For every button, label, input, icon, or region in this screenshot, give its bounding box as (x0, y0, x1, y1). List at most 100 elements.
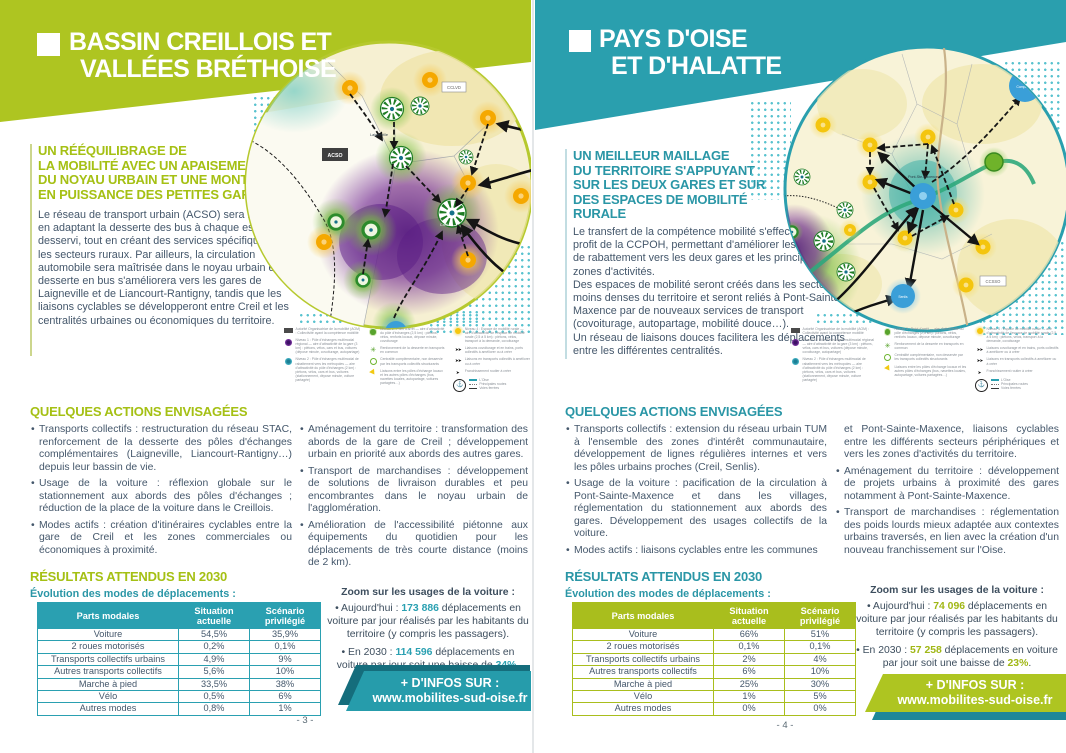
legend-text: Renforcement de la desserte en transport… (894, 342, 964, 351)
modal-share-table: Parts modales Situation actuelle Scénari… (37, 602, 321, 716)
level1-node-icon (284, 338, 293, 354)
page-number: - 4 - (776, 720, 794, 731)
table-cell: 51% (785, 629, 855, 641)
table-cell: Transports collectifs urbains (38, 653, 178, 666)
table-cell: 6% (250, 690, 320, 703)
table-cell: 54,5% (179, 629, 249, 641)
table-cell: Autres transports collectifs (38, 666, 178, 678)
table-cell: 30% (785, 678, 855, 690)
legend-text: Liaisons entre les pôles d'échange locau… (380, 368, 443, 385)
intro-paragraph: Le réseau de transport urbain (ACSO) ser… (38, 209, 303, 327)
action-item: Aménagement du territoire : développemen… (835, 466, 1059, 504)
legend-text: Centralité complémentaire, non desservie… (380, 357, 443, 366)
carpool-link-icon (453, 346, 462, 354)
table-cell: 2 roues motorisés (38, 641, 178, 653)
key-routes: Principales routes (1001, 382, 1028, 387)
key-oise: L'Oise (1001, 378, 1011, 383)
table-cell: 35,9% (250, 629, 320, 641)
page-title: BASSIN CREILLOIS ET VALLÉES BRÉTHOISE (69, 28, 337, 83)
actions-column-2: Aménagement du territoire : transformati… (299, 424, 528, 574)
secondary-centre-icon (369, 357, 378, 366)
table-cell: 6% (714, 666, 784, 678)
legend-text: Niveau 4 : Espace de mobilité rurale — a… (986, 327, 1057, 344)
carpool-link-icon (975, 346, 984, 354)
infos-label: + D'INFOS SUR : (925, 678, 1025, 692)
page-title: PAYS D'OISE ET D'HALATTE (599, 26, 782, 80)
table-cell: 0,1% (250, 641, 320, 653)
legend-text: Centralité complémentaire, non desservie… (894, 353, 963, 362)
table-cell: Marche à pied (38, 678, 178, 690)
column-header: Scénario privilégié (250, 603, 320, 628)
car-usage-zoom-box: Zoom sur les usages de la voiture : • Au… (326, 586, 530, 677)
zoom-box-title: Zoom sur les usages de la voiture : (870, 585, 1044, 596)
map-pays-oise-halatte: CCSSO Pont-Ste-Maxence Compiègne Senlis … (783, 45, 1066, 333)
table-cell: 25% (714, 678, 784, 690)
compass-icon (453, 378, 467, 393)
results-heading: RÉSULTATS ATTENDUS EN 2030 (30, 569, 228, 584)
map-bassin-creillois: ACSO CCLVD Laigneville Creil (244, 40, 531, 330)
action-item: Usage de la voiture : réflexion globale … (30, 478, 292, 516)
car-usage-zoom-box: Zoom sur les usages de la voiture : • Au… (853, 584, 1061, 675)
table-cell: Autres modes (38, 703, 178, 715)
table-cell: 66% (714, 629, 784, 641)
action-item: Transport de marchandises : réglementati… (835, 507, 1059, 557)
table-cell: 1% (714, 690, 784, 703)
transit-boost-icon (883, 342, 892, 350)
map-label-town: Laigneville (370, 133, 388, 137)
actions-column-1: Transports collectifs : extension du rés… (565, 424, 827, 561)
level4-node-icon (453, 327, 462, 343)
map-label-acso: ACSO (328, 153, 343, 159)
map-legend: Autorité Organisatrice de la mobilité (A… (791, 327, 1059, 393)
map-label-town: Creil (440, 223, 448, 227)
legend-text: Renforcement de la desserte en transport… (380, 346, 445, 355)
table-cell: Transports collectifs urbains (573, 653, 713, 666)
aom-box-icon (284, 327, 293, 335)
page-title-line1: PAYS D'OISE (599, 25, 748, 53)
level2-node-icon (284, 357, 293, 381)
modal-share-table: Parts modales Situation actuelle Scénari… (572, 602, 856, 716)
infos-banner: + D'INFOS SUR : www.mobilites-sud-oise.f… (865, 674, 1066, 712)
compass-icon (975, 378, 988, 393)
legend-column-1: Autorité Organisatrice de la mobilité (A… (284, 327, 361, 392)
column-header: Parts modales (38, 603, 178, 628)
title-square-icon (569, 30, 591, 52)
page-title-line1: BASSIN CREILLOIS ET (69, 28, 332, 56)
column-header: Situation actuelle (179, 603, 249, 628)
zoom-box-title: Zoom sur les usages de la voiture : (341, 587, 515, 598)
table-cell: 4% (785, 653, 855, 666)
legend-text: Franchissement routier à créer (986, 368, 1033, 373)
key-routes: Principales routes (479, 382, 507, 387)
legend-text: Autorité Organisatrice de la mobilité (A… (295, 327, 361, 336)
action-item: Amélioration de l'accessibilité piétonne… (299, 520, 528, 570)
table-cell: Vélo (38, 690, 178, 703)
legend-text: Liaisons covoiturage et en trains, ports… (464, 346, 523, 355)
action-item: Modes actifs : liaisons cyclables entre … (565, 545, 827, 558)
legend-key: L'Oise Principales routes Voies ferrées (468, 378, 507, 392)
level4-node-icon (975, 327, 984, 343)
infos-url: www.mobilites-sud-oise.fr (372, 691, 528, 705)
column-header: Situation actuelle (714, 603, 784, 628)
map-label-town: Compiègne (1016, 85, 1033, 89)
actions-column-2: et Pont-Sainte-Maxence, liaisons cyclabl… (835, 424, 1059, 561)
column-header: Parts modales (573, 603, 713, 628)
key-oise: L'Oise (479, 378, 489, 383)
table-cell: 33,5% (179, 678, 249, 690)
table-cell: Autres modes (573, 703, 713, 715)
today-trips-value: 173 886 (401, 603, 439, 614)
legend-text: Liaisons covoiturage et en trains, ports… (986, 346, 1059, 355)
table-cell: 0,2% (179, 641, 249, 653)
table-cell: 0,1% (714, 641, 784, 653)
legend-text: Franchissement routier à créer (464, 368, 512, 373)
road-crossing-icon (975, 369, 984, 376)
page-pays-oise-halatte: PAYS D'OISE ET D'HALATTE (535, 0, 1066, 753)
map-label-ccsso: CCSSO (986, 279, 1002, 284)
action-item: Transport de marchandises : développemen… (299, 466, 528, 516)
legend-text: Niveau 3 : Point d'arrêt — aire d'attrac… (894, 327, 964, 340)
action-item: Transports collectifs : extension du rés… (565, 424, 827, 474)
actions-heading: QUELQUES ACTIONS ENVISAGÉES (565, 404, 783, 419)
table-cell: 38% (250, 678, 320, 690)
map-label-cclvd: CCLVD (447, 85, 461, 90)
intro-rule (565, 149, 567, 359)
action-item: Usage de la voiture : pacification de la… (565, 478, 827, 541)
